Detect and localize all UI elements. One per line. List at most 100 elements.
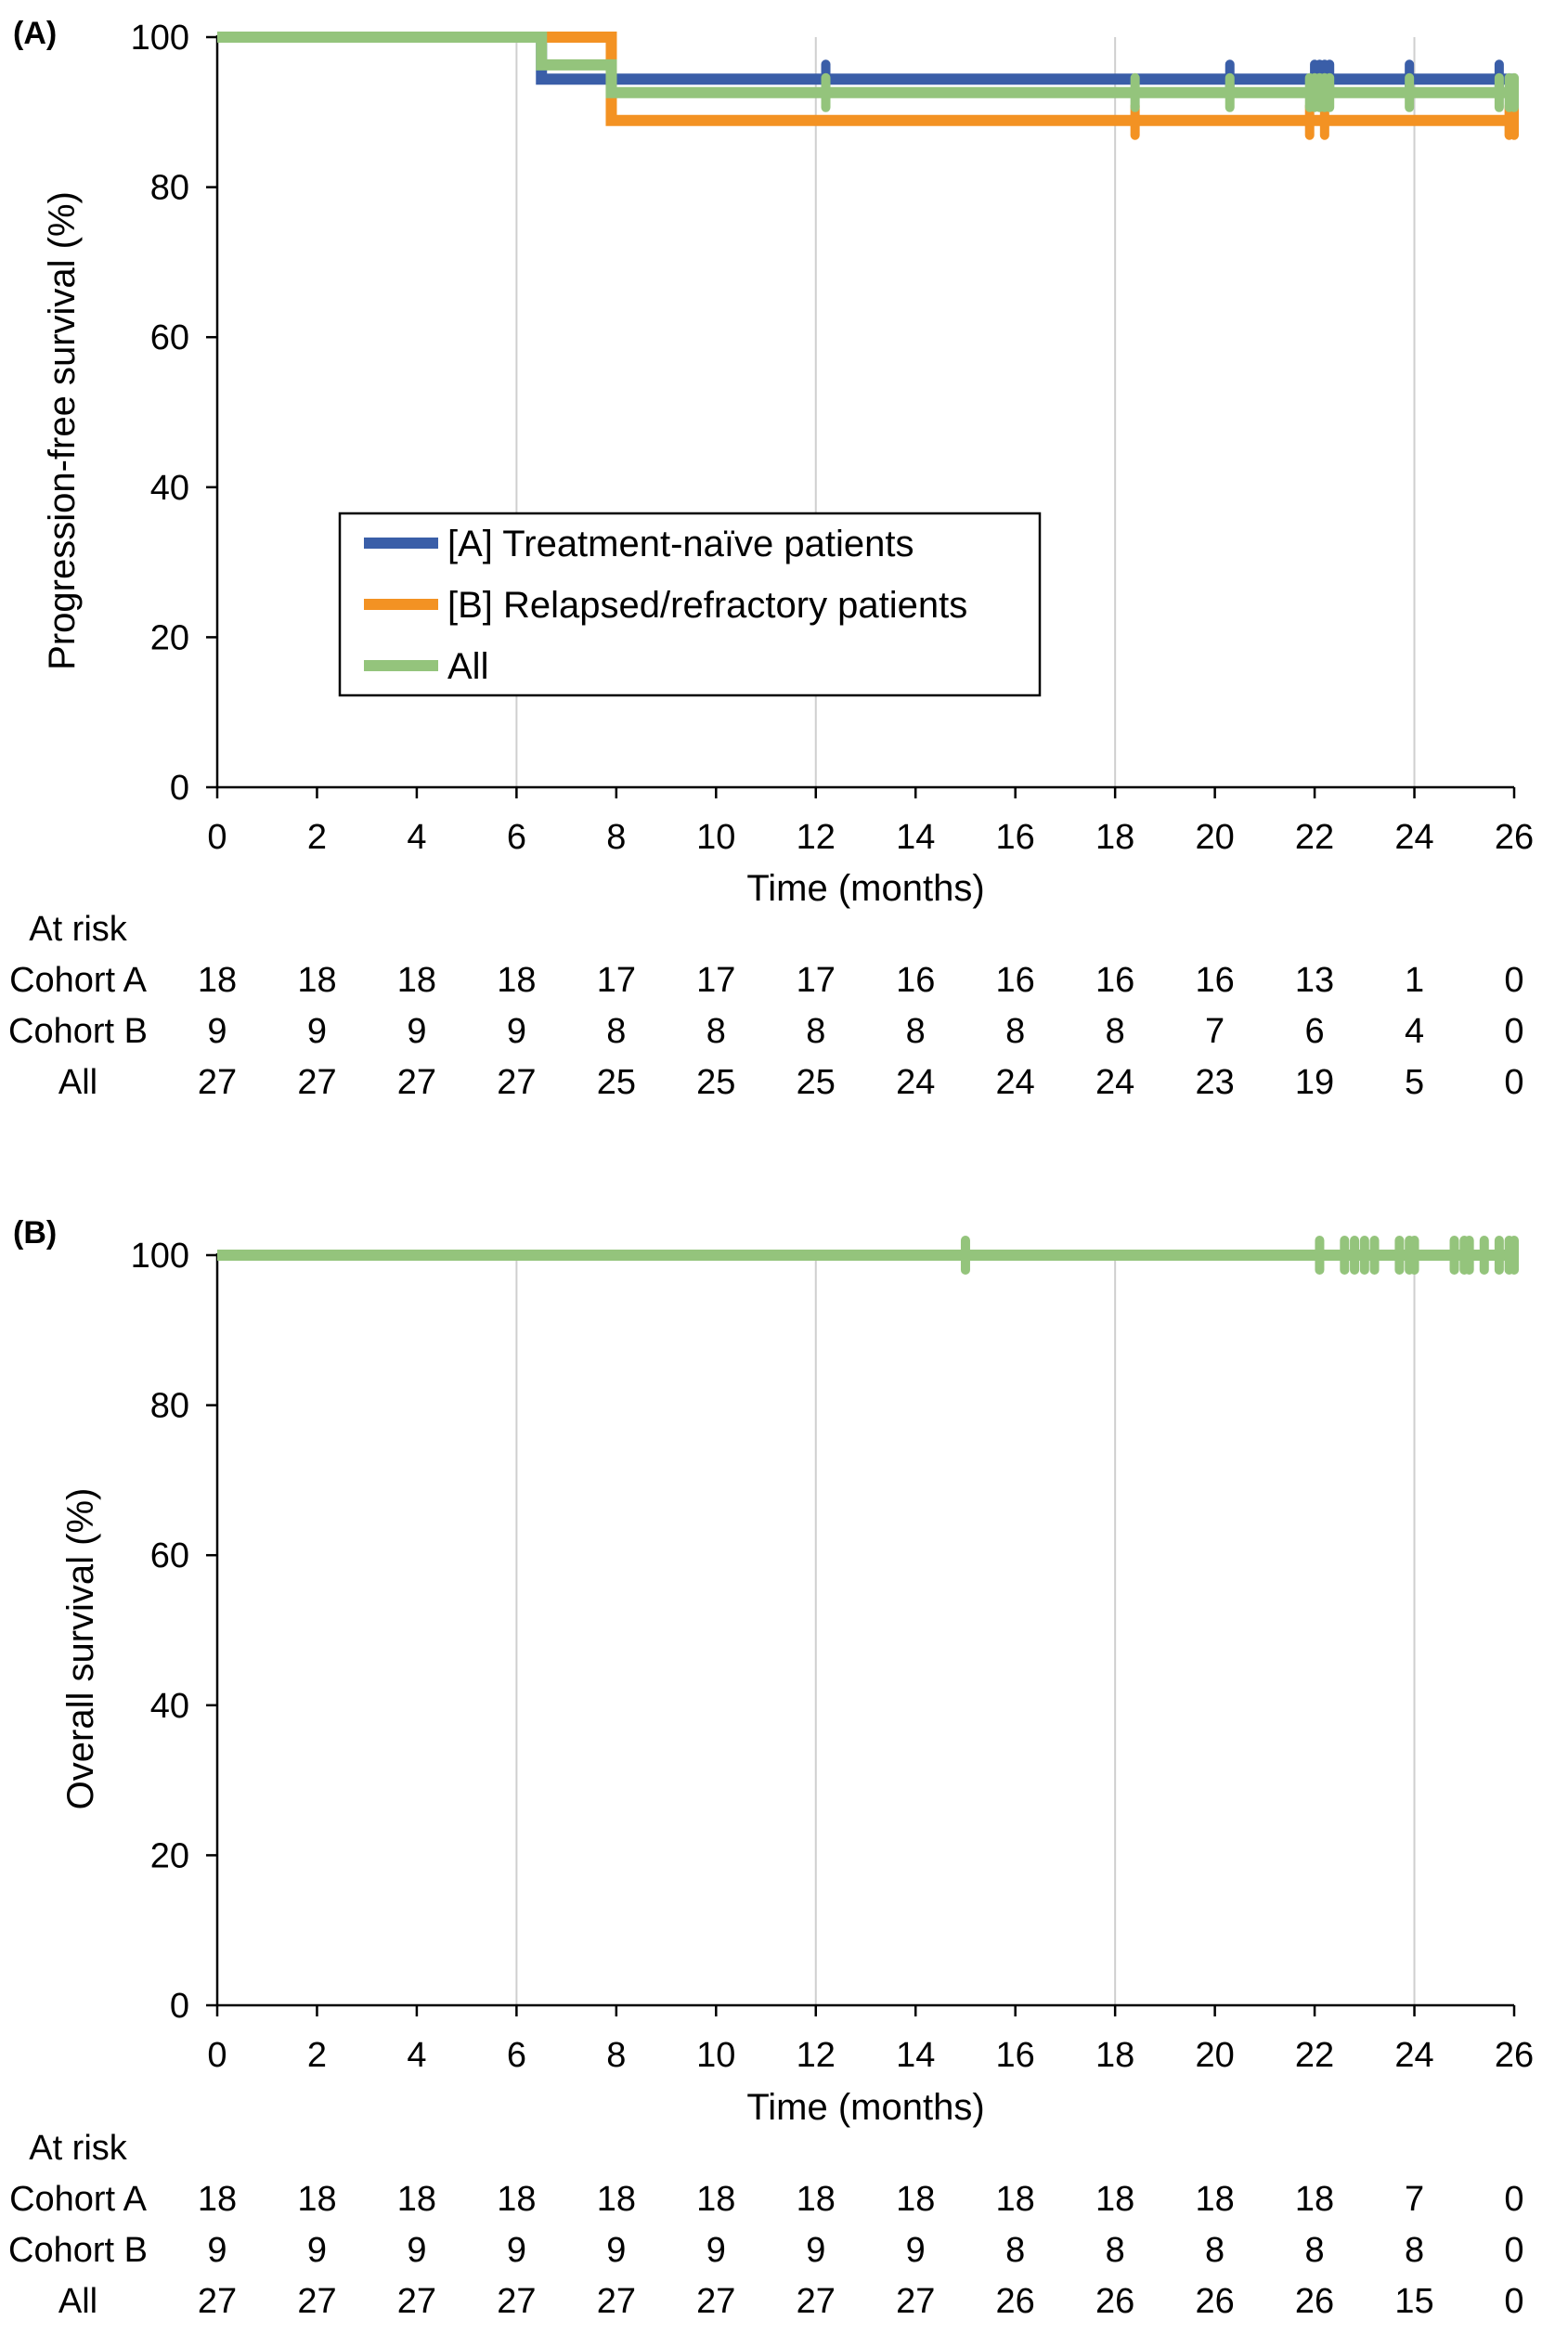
x-tick-label: 12 (797, 818, 836, 857)
at-risk-value: 24 (996, 1063, 1035, 1102)
at-risk-row-label: Cohort A (9, 2180, 148, 2219)
at-risk-row-label: Cohort B (8, 1012, 148, 1051)
at-risk-value: 9 (906, 2231, 926, 2270)
at-risk-value: 19 (1295, 1063, 1334, 1102)
at-risk-value: 8 (1005, 1012, 1025, 1051)
x-tick-label: 6 (507, 818, 526, 857)
at-risk-value: 4 (1405, 1012, 1424, 1051)
at-risk-value: 8 (606, 1012, 626, 1051)
x-tick-label: 12 (797, 2036, 836, 2075)
series-line-2 (217, 32, 1514, 98)
at-risk-value: 8 (806, 1012, 825, 1051)
at-risk-value: 26 (1095, 2282, 1134, 2321)
at-risk-value: 24 (896, 1063, 935, 1102)
at-risk-value: 0 (1504, 2231, 1523, 2270)
at-risk-value: 7 (1205, 1012, 1225, 1051)
at-risk-value: 18 (397, 961, 436, 1000)
at-risk-value: 27 (297, 1063, 336, 1102)
at-risk-value: 9 (407, 2231, 426, 2270)
at-risk-value: 0 (1504, 1063, 1523, 1102)
x-tick-label: 4 (407, 818, 426, 857)
x-tick-label: 18 (1095, 2036, 1134, 2075)
x-tick-label: 8 (606, 2036, 626, 2075)
at-risk-value: 18 (996, 2180, 1035, 2219)
at-risk-value: 18 (397, 2180, 436, 2219)
x-tick-label: 8 (606, 818, 626, 857)
at-risk-value: 9 (507, 1012, 526, 1051)
at-risk-value: 27 (397, 1063, 436, 1102)
at-risk-value: 18 (1195, 2180, 1234, 2219)
at-risk-value: 27 (696, 2282, 735, 2321)
at-risk-value: 18 (696, 2180, 735, 2219)
at-risk-value: 18 (1295, 2180, 1334, 2219)
at-risk-value: 7 (1405, 2180, 1424, 2219)
x-tick-label: 10 (696, 818, 735, 857)
at-risk-value: 27 (497, 1063, 536, 1102)
y-tick-label: 60 (150, 318, 189, 357)
at-risk-value: 17 (696, 961, 735, 1000)
at-risk-value: 27 (397, 2282, 436, 2321)
at-risk-value: 25 (696, 1063, 735, 1102)
y-tick-label: 40 (150, 469, 189, 508)
at-risk-row-label: All (58, 2282, 97, 2321)
x-tick-label: 22 (1295, 2036, 1334, 2075)
at-risk-value: 18 (597, 2180, 636, 2219)
at-risk-value: 9 (307, 1012, 327, 1051)
y-tick-label: 0 (170, 1987, 189, 2026)
y-axis-title: Overall survival (%) (60, 1488, 101, 1810)
at-risk-value: 27 (597, 2282, 636, 2321)
at-risk-value: 1 (1405, 961, 1424, 1000)
at-risk-value: 17 (797, 961, 836, 1000)
x-tick-label: 14 (896, 2036, 935, 2075)
legend-box (338, 512, 1042, 697)
at-risk-value: 27 (797, 2282, 836, 2321)
at-risk-value: 9 (507, 2231, 526, 2270)
y-tick-label: 80 (150, 169, 189, 208)
at-risk-value: 8 (1106, 2231, 1125, 2270)
at-risk-heading: At risk (29, 2129, 128, 2168)
x-tick-label: 6 (507, 2036, 526, 2075)
y-tick-label: 0 (170, 769, 189, 808)
at-risk-value: 23 (1195, 1063, 1234, 1102)
x-tick-label: 16 (996, 818, 1035, 857)
x-tick-label: 26 (1495, 2036, 1534, 2075)
at-risk-value: 13 (1295, 961, 1334, 1000)
at-risk-row-label: Cohort A (9, 961, 148, 1000)
y-tick-label: 20 (150, 618, 189, 657)
at-risk-value: 16 (996, 961, 1035, 1000)
at-risk-value: 18 (297, 2180, 336, 2219)
at-risk-heading: At risk (29, 910, 128, 949)
panel-label: (A) (13, 16, 57, 51)
x-tick-label: 14 (896, 818, 935, 857)
at-risk-value: 6 (1305, 1012, 1325, 1051)
at-risk-value: 26 (1295, 2282, 1334, 2321)
x-tick-label: 20 (1195, 2036, 1234, 2075)
at-risk-value: 8 (1305, 2231, 1325, 2270)
at-risk-value: 16 (896, 961, 935, 1000)
at-risk-value: 9 (207, 2231, 227, 2270)
x-tick-label: 0 (207, 818, 227, 857)
x-tick-label: 4 (407, 2036, 426, 2075)
at-risk-value: 18 (198, 961, 237, 1000)
at-risk-value: 9 (307, 2231, 327, 2270)
panel-label: (B) (13, 1215, 57, 1251)
legend-label: [B] Relapsed/refractory patients (447, 585, 967, 626)
x-tick-label: 22 (1295, 818, 1334, 857)
y-tick-label: 100 (131, 19, 189, 58)
at-risk-value: 27 (896, 2282, 935, 2321)
y-tick-label: 20 (150, 1836, 189, 1875)
at-risk-value: 25 (797, 1063, 836, 1102)
at-risk-value: 8 (1405, 2231, 1424, 2270)
x-axis-title: Time (months) (746, 2087, 984, 2128)
at-risk-row-label: All (58, 1063, 97, 1102)
x-tick-label: 10 (696, 2036, 735, 2075)
at-risk-value: 18 (497, 2180, 536, 2219)
at-risk-value: 27 (198, 1063, 237, 1102)
at-risk-value: 16 (1095, 961, 1134, 1000)
at-risk-value: 16 (1195, 961, 1234, 1000)
at-risk-value: 15 (1394, 2282, 1433, 2321)
at-risk-value: 0 (1504, 2180, 1523, 2219)
